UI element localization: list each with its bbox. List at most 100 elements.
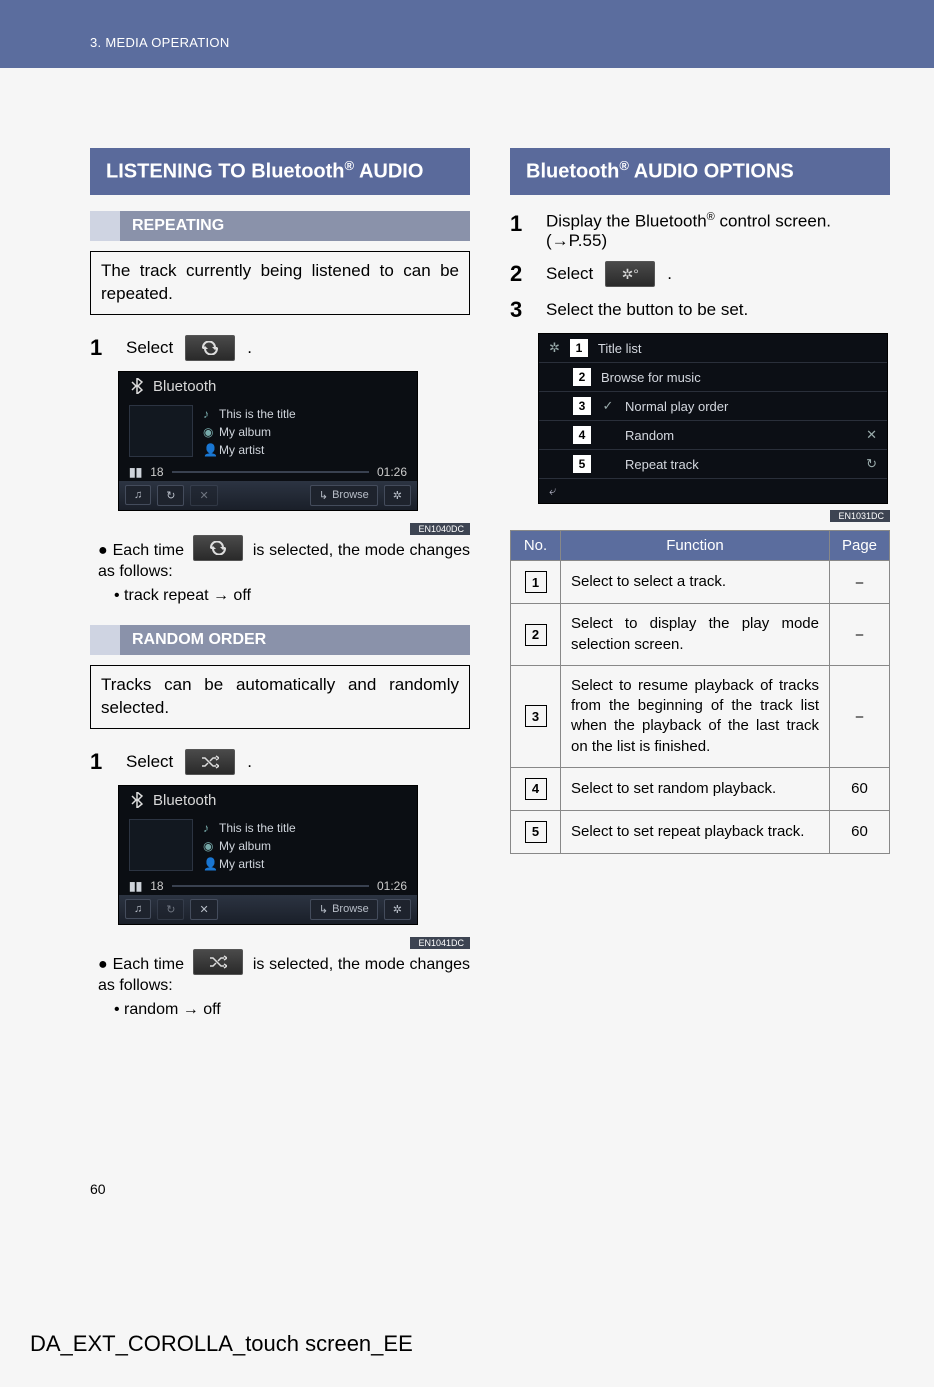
- repeat-icon-button[interactable]: [185, 335, 235, 361]
- repeating-sub-bullet: • track repeat → off: [90, 587, 470, 605]
- repeat-icon: [209, 541, 227, 555]
- progress-right: 01:26: [377, 465, 407, 479]
- row-function: Select to set repeat playback track.: [561, 810, 830, 853]
- page-number: 60: [90, 1181, 106, 1197]
- step-text-pre: Select: [126, 338, 173, 358]
- album-name: My album: [219, 423, 271, 441]
- artist-name: My artist: [219, 441, 264, 459]
- option-label: Normal play order: [625, 399, 728, 414]
- settings-button[interactable]: ✲: [384, 899, 411, 920]
- row-page: 60: [830, 810, 890, 853]
- repeat-icon: ↻: [866, 456, 877, 472]
- section-header-options: Bluetooth® AUDIO OPTIONS: [510, 148, 890, 195]
- pause-icon[interactable]: ▮▮: [129, 879, 142, 893]
- shuffle-icon: ✕: [866, 427, 877, 443]
- repeat-button[interactable]: ↻: [157, 485, 184, 506]
- progress-bar[interactable]: [172, 471, 369, 473]
- screenshot-caption: EN1041DC: [410, 937, 470, 949]
- progress-left: 18: [150, 879, 163, 893]
- row-page: ⎯: [830, 665, 890, 767]
- step-text-post: .: [247, 338, 252, 358]
- section-title-pre: LISTENING TO Bluetooth: [106, 161, 345, 183]
- random-bullet: ● Each time is selected, the mode change…: [90, 949, 470, 997]
- browse-button[interactable]: ↳ Browse: [310, 485, 378, 506]
- row-function: Select to resume playback of tracks from…: [561, 665, 830, 767]
- step-text-post: .: [667, 264, 672, 284]
- repeating-box: The track currently being listened to ca…: [90, 251, 470, 315]
- random-sub-bullet: • random → off: [90, 1001, 470, 1019]
- repeat-icon: [201, 341, 219, 355]
- step-number: 1: [90, 335, 114, 361]
- gear-icon: ✲: [549, 340, 560, 356]
- shuffle-icon-button[interactable]: [185, 749, 235, 775]
- col-header-no: No.: [511, 531, 561, 561]
- repeating-bullet: ● Each time is selected, the mode change…: [90, 535, 470, 583]
- settings-button[interactable]: ✲: [384, 485, 411, 506]
- repeat-icon-button-inline[interactable]: [193, 535, 243, 561]
- row-page: 60: [830, 767, 890, 810]
- table-row: 2 Select to display the play mode select…: [511, 604, 890, 666]
- sub-header-repeating: REPEATING: [90, 211, 470, 241]
- table-row: 1 Select to select a track. ⎯: [511, 561, 890, 604]
- num-badge-1: 1: [570, 339, 588, 357]
- bluetooth-screen-repeat: Bluetooth ♪This is the title ◉My album 👤…: [118, 371, 418, 511]
- table-row: 4 Select to set random playback. 60: [511, 767, 890, 810]
- artist-icon: 👤: [203, 855, 213, 873]
- option-row-5[interactable]: 5 Repeat track ↻: [539, 450, 887, 479]
- random-box: Tracks can be automatically and randomly…: [90, 665, 470, 729]
- progress-right: 01:26: [377, 879, 407, 893]
- step-number: 3: [510, 297, 534, 323]
- step-text-pre: Select: [546, 264, 593, 284]
- track-title: This is the title: [219, 405, 296, 423]
- col-header-page: Page: [830, 531, 890, 561]
- option-row-2[interactable]: 2 Browse for music: [539, 363, 887, 392]
- device-title-row: Bluetooth: [119, 372, 417, 401]
- row-function: Select to set random playback.: [561, 767, 830, 810]
- settings-icon-button[interactable]: ✲°: [605, 261, 655, 287]
- sub-header-label: RANDOM ORDER: [120, 625, 470, 655]
- option-row-4[interactable]: 4 Random ✕: [539, 421, 887, 450]
- step-text: Display the Bluetooth® control screen. (…: [546, 211, 890, 252]
- option-row-3[interactable]: 3 ✓ Normal play order: [539, 392, 887, 421]
- registered-mark: ®: [345, 158, 355, 173]
- sub-header-tab: [90, 211, 120, 241]
- device-title: Bluetooth: [153, 378, 216, 395]
- shuffle-button[interactable]: ✕: [190, 485, 217, 506]
- option-label: Random: [625, 428, 674, 443]
- option-label: Repeat track: [625, 457, 699, 472]
- artist-icon: 👤: [203, 441, 213, 459]
- section-title-pre: Bluetooth: [526, 161, 619, 183]
- source-button[interactable]: ♫: [125, 485, 151, 505]
- option-label: Browse for music: [601, 370, 701, 385]
- shuffle-icon-button-inline[interactable]: [193, 949, 243, 975]
- album-art: [129, 405, 193, 457]
- browse-button[interactable]: ↳ Browse: [310, 899, 378, 920]
- source-button[interactable]: ♫: [125, 899, 151, 919]
- album-name: My album: [219, 837, 271, 855]
- section-header-listening: LISTENING TO Bluetooth® AUDIO: [90, 148, 470, 195]
- right-column: Bluetooth® AUDIO OPTIONS 1 Display the B…: [510, 148, 890, 1039]
- device-title: Bluetooth: [153, 792, 216, 809]
- back-button[interactable]: ⤶: [539, 479, 887, 503]
- page-body: LISTENING TO Bluetooth® AUDIO REPEATING …: [0, 68, 934, 1039]
- bullet-pre: Each time: [113, 956, 184, 973]
- option-label: Title list: [598, 341, 642, 356]
- options-menu-screen: ✲ 1 Title list 2 Browse for music 3 ✓ No…: [538, 333, 888, 504]
- step-text-pre: Select: [126, 752, 173, 772]
- sub-header-label: REPEATING: [120, 211, 470, 241]
- table-row: 3 Select to resume playback of tracks fr…: [511, 665, 890, 767]
- shuffle-icon: [209, 955, 227, 969]
- track-info: ♪This is the title ◉My album 👤My artist: [203, 405, 296, 459]
- repeating-step-1: 1 Select .: [90, 335, 470, 361]
- check-icon: ✓: [601, 398, 615, 414]
- option-row-1[interactable]: ✲ 1 Title list: [539, 334, 887, 363]
- row-page: ⎯: [830, 604, 890, 666]
- repeat-button[interactable]: ↻: [157, 899, 184, 920]
- album-art: [129, 819, 193, 871]
- progress-bar[interactable]: [172, 885, 369, 887]
- pause-icon[interactable]: ▮▮: [129, 465, 142, 479]
- row-badge: 1: [525, 571, 547, 593]
- left-column: LISTENING TO Bluetooth® AUDIO REPEATING …: [90, 148, 470, 1039]
- note-icon: ♪: [203, 819, 213, 837]
- shuffle-button[interactable]: ✕: [190, 899, 217, 920]
